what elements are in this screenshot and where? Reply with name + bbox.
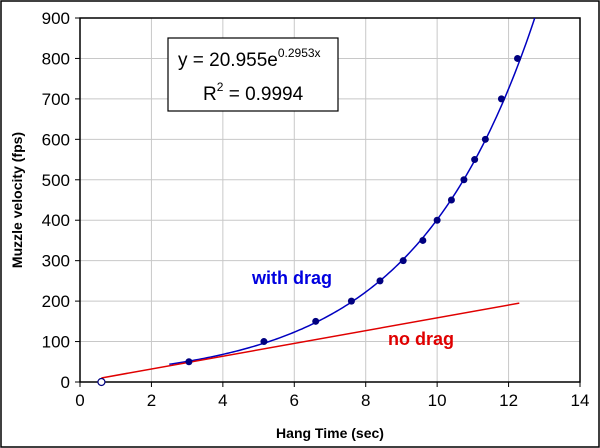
x-axis-ticks: 0 2 4 6 8 10 12 14 <box>75 382 589 410</box>
no-drag-label: no drag <box>388 329 454 349</box>
data-point <box>497 95 505 103</box>
y-tick-label: 300 <box>42 252 70 271</box>
y-tick-label: 900 <box>42 9 70 28</box>
x-tick-label: 8 <box>361 391 370 410</box>
x-tick-label: 12 <box>499 391 518 410</box>
y-tick-label: 600 <box>42 130 70 149</box>
data-point-open <box>97 377 106 387</box>
y-tick-label: 800 <box>42 49 70 68</box>
data-point <box>447 196 455 204</box>
data-point <box>260 338 268 346</box>
series-points <box>97 54 521 387</box>
grid <box>80 18 580 382</box>
y-tick-label: 700 <box>42 90 70 109</box>
r2-value: = 0.9994 <box>223 84 303 105</box>
data-point <box>471 156 479 164</box>
y-axis-ticks: 0 100 200 300 400 500 600 700 800 900 <box>42 9 80 392</box>
data-point <box>419 236 427 244</box>
data-point <box>481 135 489 143</box>
y-tick-label: 200 <box>42 292 70 311</box>
with-drag-label: with drag <box>251 268 332 288</box>
x-tick-label: 0 <box>75 391 84 410</box>
y-axis-title: Muzzle velocity (fps) <box>9 132 25 268</box>
r2-superscript: 2 <box>217 80 224 94</box>
equation-box: y = 20.955e0.2953x R2 = 0.9994 <box>167 37 339 112</box>
data-point <box>376 277 384 285</box>
plot-area <box>79 17 581 383</box>
data-point <box>312 317 320 325</box>
x-tick-label: 2 <box>147 391 156 410</box>
x-tick-label: 4 <box>218 391 227 410</box>
svg-text:y = 20.955e0.2953x: y = 20.955e0.2953x <box>178 46 321 71</box>
data-point <box>433 216 441 224</box>
equation-text: y = 20.955e <box>178 50 278 71</box>
data-point <box>347 297 355 305</box>
y-tick-label: 100 <box>42 333 70 352</box>
data-point <box>185 358 193 366</box>
r2-label: R <box>203 84 217 105</box>
data-point <box>399 257 407 265</box>
x-tick-label: 14 <box>571 391 590 410</box>
no-drag-line <box>101 302 520 379</box>
svg-text:R2 = 0.9994: R2 = 0.9994 <box>203 80 304 105</box>
y-tick-label: 0 <box>61 373 70 392</box>
x-tick-label: 6 <box>290 391 299 410</box>
data-point <box>514 54 521 62</box>
x-tick-label: 10 <box>428 391 447 410</box>
equation-exponent: 0.2953x <box>278 46 321 60</box>
x-axis-title: Hang Time (sec) <box>276 425 384 441</box>
y-tick-label: 500 <box>42 171 70 190</box>
y-tick-label: 400 <box>42 211 70 230</box>
data-point <box>460 176 468 184</box>
